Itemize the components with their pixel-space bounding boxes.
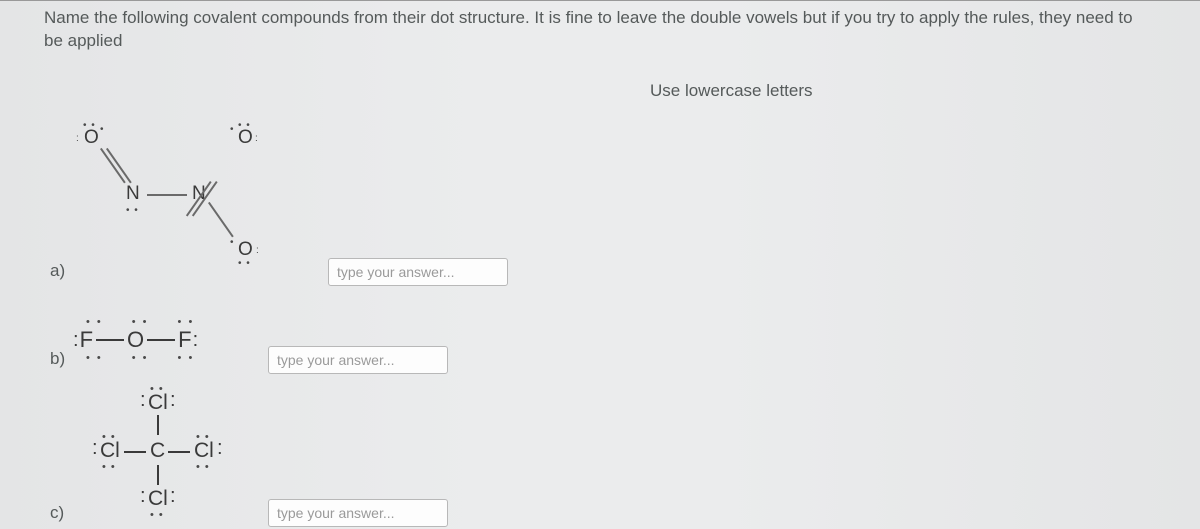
lonepair-colon: : <box>73 330 79 350</box>
lonepair-dots: • • <box>83 120 96 131</box>
lonepair-dots: • • <box>150 509 164 521</box>
lonepair-dots: : <box>255 133 259 144</box>
question-a-label: a) <box>50 261 65 281</box>
lonepair-colon: : <box>217 437 223 460</box>
lonepair-dots: • • <box>178 319 195 325</box>
lonepair-colon: : <box>193 330 199 350</box>
atom-F-left: F <box>80 327 93 353</box>
bond <box>96 339 124 341</box>
lonepair-colon: : <box>170 485 176 508</box>
atom-O: O <box>127 327 144 353</box>
lonepair-colon: : <box>140 389 146 412</box>
lonepair-dots: • • <box>102 431 116 443</box>
lonepair-dots: • • <box>238 258 251 269</box>
atom-N-left: N <box>126 183 140 205</box>
lonepair-dots: • • <box>132 319 149 325</box>
lonepair-dots: • • <box>86 355 103 361</box>
bond <box>168 451 190 453</box>
lonepair-dots: • • <box>126 205 139 216</box>
lonepair-dots: • • <box>86 319 103 325</box>
bond <box>157 415 159 435</box>
structure-c: : Cl : • • : Cl • • • • C Cl : • • • • :… <box>90 391 260 521</box>
lonepair-dots: : <box>256 245 260 256</box>
hint-text: Use lowercase letters <box>650 81 813 101</box>
lonepair-dots: • • <box>238 120 251 131</box>
instructions-text: Name the following covalent compounds fr… <box>44 7 1156 53</box>
question-c-label: c) <box>50 503 64 523</box>
lonepair-colon: : <box>92 437 98 460</box>
lonepair-dots: • • <box>102 461 116 473</box>
bond <box>124 451 146 453</box>
answer-input-b[interactable] <box>268 346 448 374</box>
atom-Cl-bottom: Cl <box>148 487 168 511</box>
question-b-label: b) <box>50 349 65 369</box>
bond <box>100 148 126 184</box>
bond <box>147 194 187 196</box>
atom-C-center: C <box>150 439 165 463</box>
bond <box>157 465 159 485</box>
worksheet-panel: Name the following covalent compounds fr… <box>0 0 1200 529</box>
lonepair-dots: • • <box>150 383 164 395</box>
lonepair-colon: : <box>140 485 146 508</box>
lonepair-dots: • • <box>196 461 210 473</box>
bond <box>106 148 132 184</box>
lonepair-dots: : <box>76 133 80 144</box>
answer-input-c[interactable] <box>268 499 448 527</box>
atom-F-right: F <box>178 327 191 353</box>
lonepair-dots: • • <box>196 431 210 443</box>
answer-input-a[interactable] <box>328 258 508 286</box>
lonepair-dots: • <box>230 237 235 248</box>
lonepair-dots: • <box>100 124 105 135</box>
lonepair-colon: : <box>170 389 176 412</box>
lonepair-dots: • • <box>178 355 195 361</box>
lonepair-dots: • <box>230 124 235 135</box>
bond <box>208 202 234 238</box>
lonepair-dots: • • <box>132 355 149 361</box>
bond <box>147 339 175 341</box>
structure-a: O : • • • N • • N O • • : • O • • • : <box>70 127 310 267</box>
structure-b: • • • • • • : F O F : • • • • • • <box>72 319 199 361</box>
